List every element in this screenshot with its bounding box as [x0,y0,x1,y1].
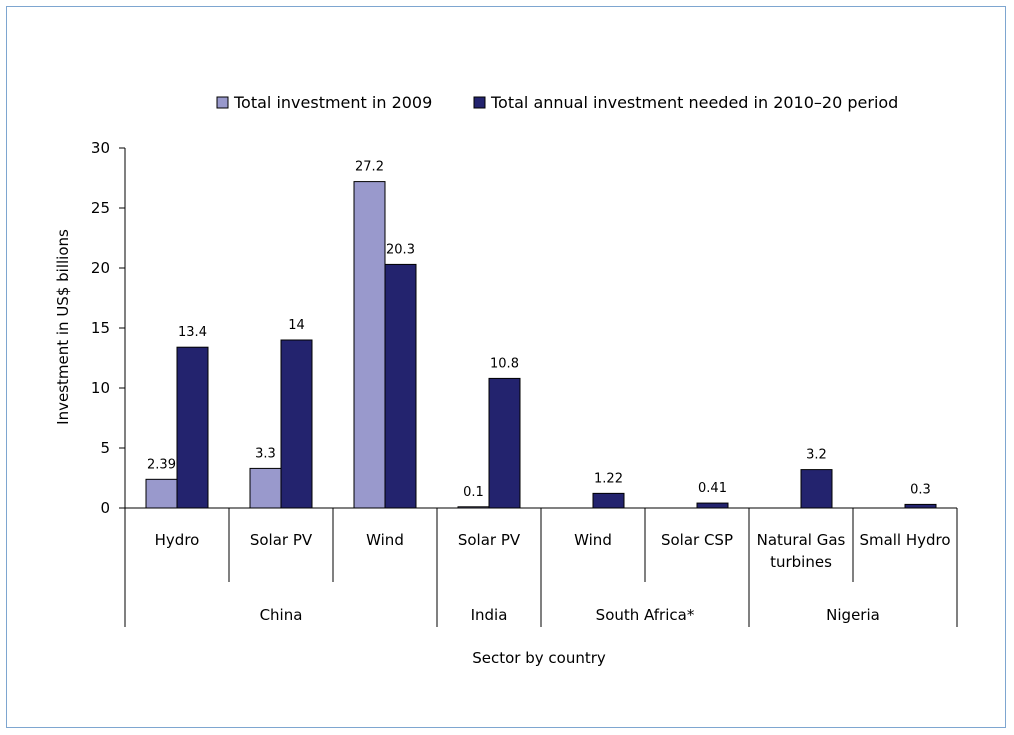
x-axis: Hydro Solar PV Wind Solar PV Wind Solar CSP Na… [124,507,958,627]
data-label: 0.41 [698,481,727,496]
x-category-label: Wind [366,531,404,549]
x-category-label: Solar PV [458,531,521,549]
bar [145,478,178,509]
x-category-label: Solar PV [250,531,313,549]
x-category-label: Natural Gas turbines [757,531,846,571]
bars: 2.39 13.4 3.3 14 27.2 20.3 0.1 10.8 1.22 0.41 3.2 0… [145,160,937,509]
x-group-label: South Africa* [596,606,695,624]
bar-chart: Total investment in 2009 Total annual inv… [54,93,958,667]
bar [800,469,833,509]
x-group-label: Nigeria [826,606,880,624]
bar [249,467,282,509]
data-label: 20.3 [386,242,415,257]
y-tick-label: 5 [100,439,110,457]
x-category-label: Small Hydro [859,531,950,549]
x-category-label: Hydro [155,531,200,549]
bar [696,502,729,509]
y-tick-label: 30 [91,139,110,157]
x-category-label: Solar CSP [661,531,733,549]
data-label: 2.39 [147,457,176,472]
x-axis-title: Sector by country [472,649,606,667]
bar [384,263,417,509]
bar [353,181,386,509]
legend-label: Total annual investment needed in 2010–2… [490,93,898,112]
x-group-label: China [260,606,303,624]
y-tick-label: 0 [100,499,110,517]
y-tick-label: 10 [91,379,110,397]
bar [488,377,521,509]
data-label: 14 [288,318,305,333]
y-tick-label: 25 [91,199,110,217]
bar [176,346,209,509]
chart-frame: Total investment in 2009 Total annual inv… [6,6,1006,728]
legend-swatch [473,96,486,109]
data-label: 0.1 [463,485,484,500]
data-label: 3.3 [255,446,276,461]
bar [904,503,937,509]
data-label: 27.2 [355,160,384,175]
x-group-label: India [471,606,508,624]
y-axis: 0 5 10 15 20 25 30 [91,139,126,517]
legend-label: Total investment in 2009 [233,93,432,112]
x-category-label: Wind [574,531,612,549]
data-label: 13.4 [178,325,207,340]
legend-swatch [216,96,229,109]
data-label: 3.2 [806,448,827,463]
y-tick-label: 15 [91,319,110,337]
bar [592,492,625,509]
legend: Total investment in 2009 Total annual inv… [216,93,898,112]
y-axis-title: Investment in US$ billions [54,229,72,425]
bar [280,339,313,509]
data-label: 10.8 [490,356,519,371]
y-tick-label: 20 [91,259,110,277]
data-label: 1.22 [594,471,623,486]
data-label: 0.3 [910,482,931,497]
